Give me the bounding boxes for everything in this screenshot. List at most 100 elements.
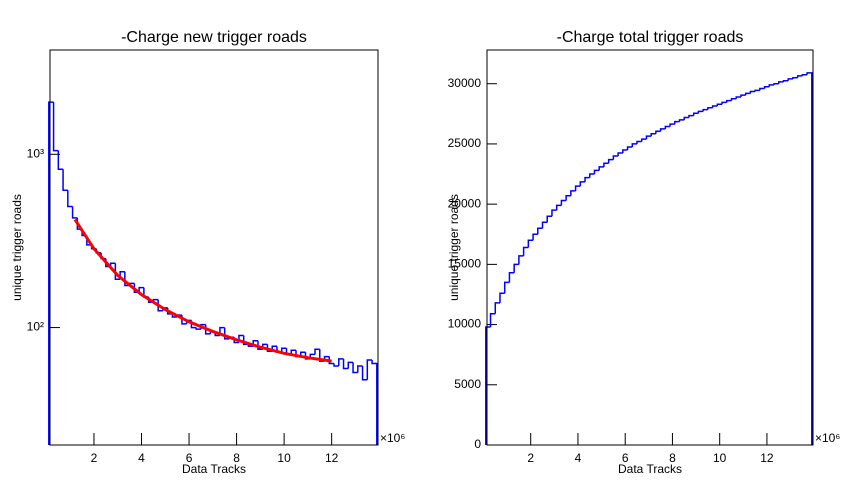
x-tick-label: 6 — [186, 451, 193, 465]
y-tick-label: 10³ — [27, 146, 44, 160]
histogram-bin — [659, 128, 666, 132]
histogram-bin — [645, 135, 652, 140]
histogram-bin — [579, 181, 586, 187]
histogram-bin — [352, 362, 358, 374]
histogram-bin — [532, 233, 538, 241]
histogram-bin — [518, 255, 524, 265]
histogram-bin — [768, 84, 775, 87]
histogram-bin — [546, 215, 552, 223]
histogram-bin — [801, 73, 808, 76]
histogram-bin — [622, 149, 628, 153]
histogram-bin — [565, 194, 571, 201]
x-multiplier: ×10⁶ — [380, 431, 405, 445]
y-tick-label: 25000 — [448, 136, 482, 150]
histogram-bin — [503, 281, 510, 294]
histogram-bin — [371, 359, 378, 445]
plot: -Charge new trigger roads Data Tracks uniq… — [10, 29, 405, 476]
x-tick-label: 12 — [325, 451, 339, 465]
plot-frame — [49, 49, 379, 446]
histogram-bin — [71, 206, 78, 219]
y-axis-label: unique trigger roads — [447, 194, 461, 301]
histogram-bin — [763, 85, 770, 89]
x-tick-label: 8 — [669, 451, 676, 465]
histogram-bin — [683, 116, 689, 120]
y-tick-label: 10000 — [448, 317, 482, 331]
histogram-bin — [669, 123, 675, 127]
histogram-bin — [735, 96, 741, 99]
histogram-bin — [52, 102, 59, 152]
histogram-bin — [366, 359, 373, 380]
histogram-bin — [603, 162, 609, 167]
histogram-bin — [328, 356, 335, 365]
histogram-bin — [636, 140, 642, 144]
histogram-bin — [589, 173, 595, 178]
histogram-bin — [314, 348, 320, 355]
histogram-bin — [499, 292, 505, 303]
histogram-bin — [759, 87, 765, 91]
x-tick-label: 2 — [91, 451, 98, 465]
y-tick-label: 15000 — [448, 257, 482, 271]
histogram-bin — [114, 263, 121, 281]
histogram-bin — [707, 107, 713, 110]
histogram-bin — [782, 79, 789, 82]
histogram-bin — [62, 169, 68, 192]
histogram-bin — [347, 361, 354, 369]
histogram-bin — [678, 119, 685, 122]
plot: -Charge total trigger roads Data Tracks un… — [447, 29, 840, 476]
histogram-bin — [612, 155, 619, 160]
histogram-bin — [796, 75, 803, 78]
histogram-bin — [195, 327, 201, 330]
x-axis-label: Data Tracks — [618, 462, 682, 476]
y-axis-label: unique trigger roads — [10, 194, 24, 301]
histogram-bin — [716, 103, 723, 106]
histogram-bin — [560, 199, 567, 206]
x-multiplier: ×10⁶ — [815, 431, 840, 445]
histogram-bin — [692, 112, 699, 116]
histogram-bin — [489, 312, 496, 327]
x-tick-label: 8 — [233, 451, 240, 465]
histogram-bin — [494, 302, 500, 314]
histogram-bin — [773, 82, 779, 85]
histogram-bin — [631, 143, 638, 147]
y-tick-label: 20000 — [448, 196, 482, 210]
histogram-bin — [787, 78, 793, 81]
y-tick-label: 10² — [27, 320, 44, 334]
histogram-bin — [806, 72, 813, 445]
histogram-bin — [754, 89, 760, 92]
x-tick-label: 10 — [277, 451, 291, 465]
fit-curve — [73, 218, 332, 363]
x-tick-label: 12 — [760, 451, 774, 465]
histogram-bin — [777, 81, 784, 84]
histogram-bin — [338, 358, 344, 367]
histogram-bin — [740, 94, 746, 97]
histogram-bin — [674, 120, 680, 125]
plot-frame — [486, 49, 814, 446]
x-tick-label: 6 — [622, 451, 629, 465]
histogram-bin — [688, 114, 694, 118]
x-axis-label: Data Tracks — [182, 462, 246, 476]
histogram-bin — [57, 150, 64, 170]
histogram-bin — [522, 246, 529, 256]
histogram-bin — [730, 98, 737, 101]
histogram-bin — [650, 132, 656, 137]
histogram-bin — [711, 105, 718, 108]
histogram-bin — [333, 363, 339, 367]
chart-title: -Charge total trigger roads — [557, 29, 744, 46]
histogram-bin — [570, 190, 576, 196]
histogram-bin — [537, 227, 543, 235]
histogram-bin — [508, 272, 515, 283]
histogram-bin — [342, 358, 349, 370]
histogram-bin — [555, 204, 562, 211]
x-tick-label: 4 — [138, 451, 145, 465]
histogram-bin — [697, 110, 704, 114]
histogram-bin — [626, 146, 633, 150]
histogram-bin — [593, 169, 600, 175]
histogram-bin — [485, 326, 491, 445]
histogram-bin — [702, 108, 708, 112]
histogram-bin — [223, 327, 230, 340]
x-tick-label: 10 — [713, 451, 727, 465]
histogram-bin — [541, 221, 548, 229]
histogram-bin — [551, 209, 557, 217]
histogram-bin — [574, 185, 581, 191]
